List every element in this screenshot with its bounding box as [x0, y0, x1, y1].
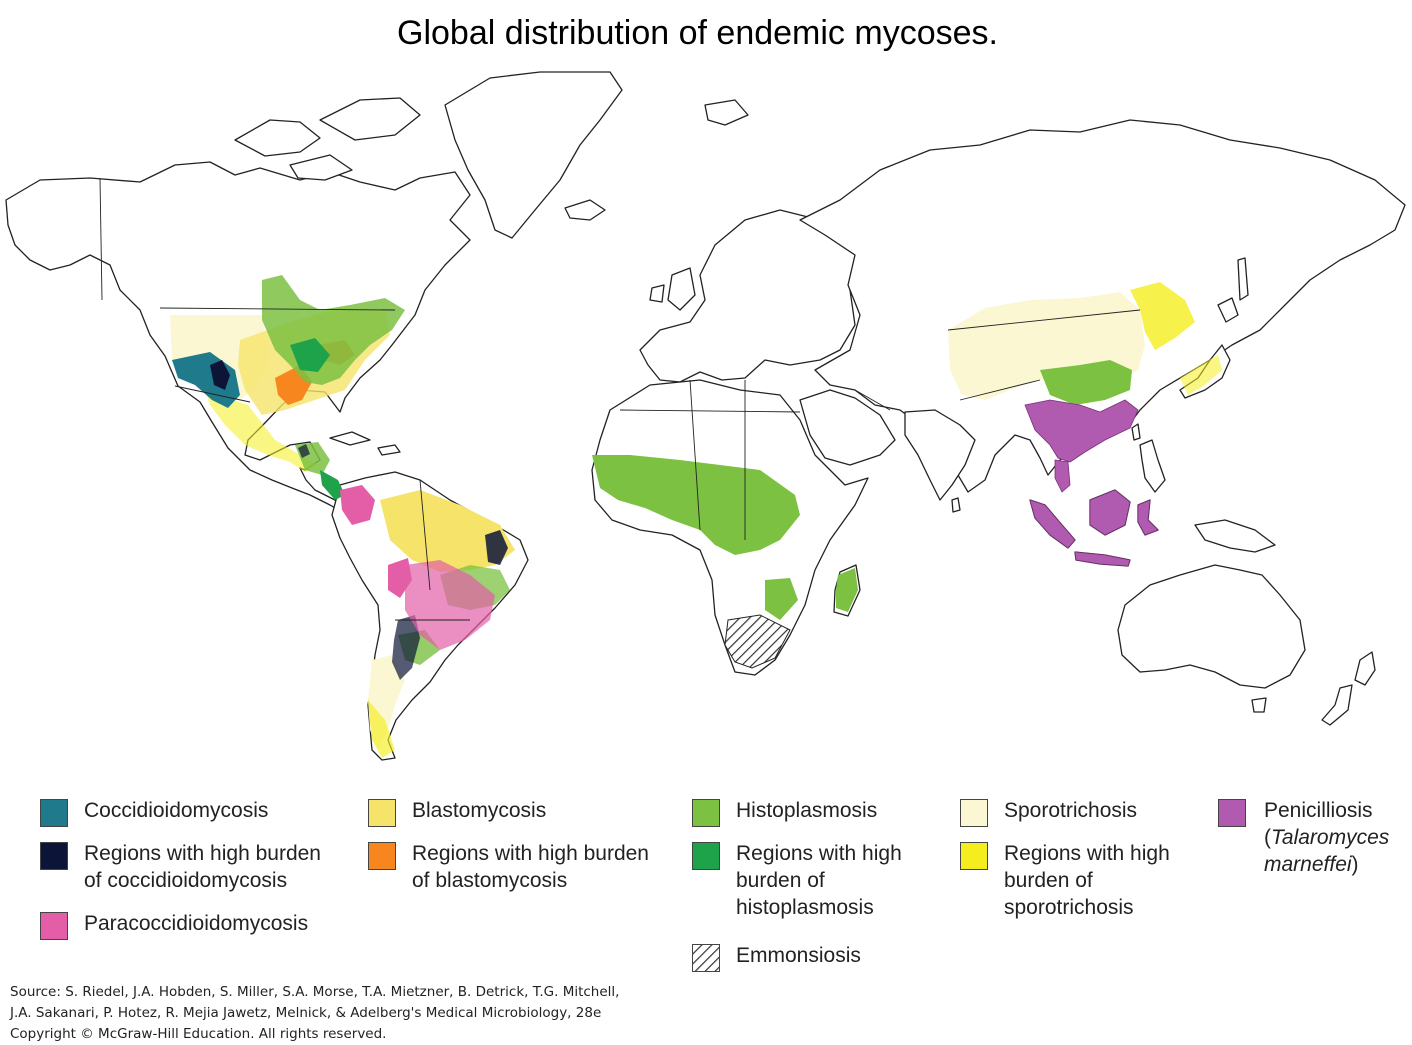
penicilliosis-region-sulawesi	[1137, 499, 1159, 536]
taiwan	[1131, 423, 1141, 441]
country-borders	[99, 177, 1141, 621]
sri-lanka	[951, 497, 961, 513]
paracoccidioidomycosis-region-bolivia	[388, 558, 412, 598]
histoplasmosis-high-region-ohio-valley	[290, 338, 330, 372]
paracoccidioidomycosis-region-brazil	[405, 560, 495, 650]
arabia	[799, 389, 896, 466]
legend-label-penicilliosis: Penicilliosis	[1264, 799, 1373, 822]
new-zealand	[1321, 651, 1376, 726]
coccidioidomycosis-high-region-guatemala	[298, 444, 310, 458]
penicilliosis-region-java	[1074, 551, 1131, 567]
sporotrichosis-high-regions	[205, 282, 1222, 758]
legend-label-penicilliosis-group: Penicilliosis (Talaromyces marneffei)	[1264, 797, 1389, 878]
legend-label-histoplasmosis-high: Regions with high burden of histoplasmos…	[736, 842, 902, 919]
histoplasmosis-high-regions	[290, 338, 345, 500]
legend-item-coccidioidomycosis: Coccidioidomycosis	[40, 797, 268, 827]
histoplasmosis-region-south-china	[1040, 360, 1132, 405]
legend-swatch-emmonsiosis	[692, 944, 720, 972]
legend-item-sporotrichosis-high: Regions with high burden of sporotrichos…	[960, 840, 1170, 921]
legend-item-paracoccidioidomycosis: Paracoccidioidomycosis	[40, 910, 308, 940]
tasmania	[1251, 697, 1267, 713]
legend-item-histoplasmosis: Histoplasmosis	[692, 797, 877, 827]
legend-label-histoplasmosis: Histoplasmosis	[736, 799, 878, 822]
sporotrichosis-high-region-northeast-china	[1130, 282, 1195, 350]
sporotrichosis-high-region-mexico	[205, 390, 318, 472]
source-citation: Source: S. Riedel, J.A. Hobden, S. Mille…	[10, 984, 620, 1042]
histoplasmosis-region-southern-africa	[765, 578, 798, 620]
australia	[1117, 564, 1306, 689]
legend-item-emmonsiosis: Emmonsiosis	[692, 942, 861, 972]
legend-paren-close: )	[1351, 853, 1359, 876]
greenland	[444, 71, 623, 239]
sporotrichosis-high-region-andes	[368, 700, 395, 758]
legend-swatch-paracoccidioidomycosis	[40, 912, 68, 940]
coccidioidomycosis-high-region-northeast-brazil	[485, 530, 508, 565]
penicilliosis-region-borneo	[1089, 489, 1131, 536]
coccidioidomycosis-high-region-arizona	[210, 360, 230, 390]
new-guinea	[1194, 519, 1276, 553]
legend-swatch-blastomycosis	[368, 799, 396, 827]
legend-swatch-coccidioidomycosis	[40, 799, 68, 827]
penicilliosis-region-southeast-asia	[1024, 399, 1139, 463]
legend-item-penicilliosis: Penicilliosis (Talaromyces marneffei)	[1218, 797, 1389, 878]
map-title: Global distribution of endemic mycoses.	[397, 14, 998, 52]
india	[904, 409, 976, 501]
legend-swatch-blastomycosis-high	[368, 842, 396, 870]
legend-label-sporotrichosis: Sporotrichosis	[1004, 799, 1138, 822]
histoplasmosis-region-africa	[592, 455, 800, 555]
british-isles	[649, 267, 696, 311]
blastomycosis-region-south-america	[380, 490, 515, 572]
legend-label-coccidioidomycosis-high: Regions with high burden of coccidioidom…	[84, 842, 321, 892]
penicilliosis-region-malaysia	[1054, 459, 1071, 493]
legend-swatch-histoplasmosis	[692, 799, 720, 827]
world-map	[5, 71, 1406, 761]
penicilliosis-regions	[1024, 399, 1159, 567]
svalbard	[704, 99, 749, 126]
caribbean-islands	[329, 431, 401, 456]
iceland	[564, 199, 606, 221]
legend-swatch-sporotrichosis	[960, 799, 988, 827]
sporotrichosis-high-region-japan	[1180, 355, 1222, 395]
legend-item-histoplasmosis-high: Regions with high burden of histoplasmos…	[692, 840, 902, 921]
histoplasmosis-high-region-central-america	[320, 470, 345, 500]
emmonsiosis-region-south-africa	[724, 614, 791, 669]
sakhalin	[1237, 257, 1249, 301]
coccidioidomycosis-high-region-chaco	[392, 615, 420, 680]
land-masses	[5, 71, 1406, 761]
legend-label-blastomycosis: Blastomycosis	[412, 799, 547, 822]
legend-paren-open: (	[1264, 826, 1271, 849]
legend-swatch-sporotrichosis-high	[960, 842, 988, 870]
philippines	[1139, 439, 1166, 493]
coccidioidomycosis-high-regions	[210, 360, 508, 680]
penicilliosis-region-sumatra	[1029, 499, 1076, 549]
legend-swatch-coccidioidomycosis-high	[40, 842, 68, 870]
legend-label-blastomycosis-high: Regions with high burden of blastomycosi…	[412, 842, 649, 892]
europe	[639, 209, 866, 383]
legend-label-coccidioidomycosis: Coccidioidomycosis	[84, 799, 269, 822]
legend-item-blastomycosis: Blastomycosis	[368, 797, 546, 827]
legend-label-sporotrichosis-high: Regions with high burden of sporotrichos…	[1004, 842, 1170, 919]
legend-label-paracoccidioidomycosis: Paracoccidioidomycosis	[84, 912, 309, 935]
emmonsiosis-regions	[724, 614, 791, 669]
legend-swatch-penicilliosis	[1218, 799, 1246, 827]
arctic-islands	[234, 97, 421, 181]
legend-label-talaromyces-marneffei: Talaromyces marneffei	[1264, 826, 1390, 876]
legend-swatch-histoplasmosis-high	[692, 842, 720, 870]
legend-item-sporotrichosis: Sporotrichosis	[960, 797, 1137, 827]
legend-item-coccidioidomycosis-high: Regions with high burden of coccidioidom…	[40, 840, 321, 894]
legend-item-blastomycosis-high: Regions with high burden of blastomycosi…	[368, 840, 649, 894]
paracoccidioidomycosis-region-colombia	[340, 485, 375, 525]
histoplasmosis-region-madagascar	[836, 568, 858, 612]
paracoccidioidomycosis-regions	[340, 485, 495, 650]
legend-label-emmonsiosis: Emmonsiosis	[736, 944, 861, 967]
